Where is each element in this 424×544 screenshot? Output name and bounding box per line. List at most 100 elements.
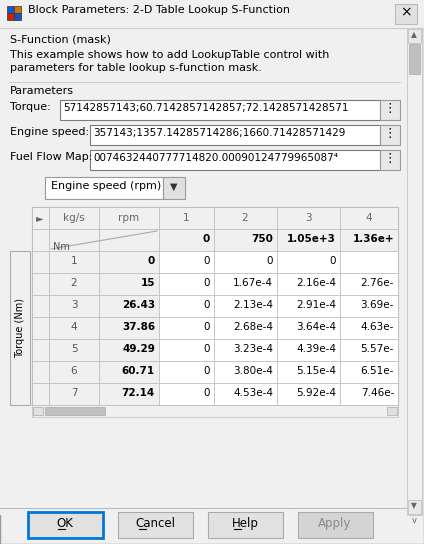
Text: Nm: Nm [53,242,70,252]
Text: Cancel: Cancel [135,517,175,530]
Bar [340,229,398,251]
Text: Parameters: Parameters [10,86,74,96]
Bar [99,273,159,295]
Bar [277,207,340,229]
Text: 0: 0 [267,256,273,266]
Bar [7,6,14,13]
Text: 72.14: 72.14 [122,388,155,398]
Text: 3.69e-: 3.69e- [361,300,394,310]
Text: 0: 0 [204,322,210,332]
Bar [49,317,99,339]
Bar [277,339,340,361]
Bar [214,295,277,317]
Bar [32,207,398,405]
Bar [32,295,49,317]
Text: 57142857143;60.7142857142857;72.1428571428571: 57142857143;60.7142857142857;72.14285714… [63,103,349,113]
Bar [159,229,214,251]
Bar [99,229,159,251]
Text: ►: ► [36,213,44,223]
Text: 4: 4 [71,322,77,332]
Bar [159,207,214,229]
Bar [408,500,421,514]
Bar [340,361,398,383]
Bar [90,125,380,145]
Bar [214,273,277,295]
Bar [208,512,283,538]
Text: 6: 6 [71,366,77,376]
Bar [32,339,49,361]
Text: 26.43: 26.43 [122,300,155,310]
Text: 3: 3 [71,300,77,310]
Bar [277,251,340,273]
Bar [380,125,400,145]
Bar [49,339,99,361]
Bar [159,251,214,273]
Text: 2.76e-: 2.76e- [361,278,394,288]
Bar [33,407,43,415]
Text: S-Function (mask): S-Function (mask) [10,34,111,44]
Text: 5.92e-4: 5.92e-4 [296,388,336,398]
Text: 0: 0 [204,366,210,376]
Bar [32,361,49,383]
Text: rpm: rpm [118,213,139,223]
Bar [214,383,277,405]
Text: Block Parameters: 2-D Table Lookup S-Function: Block Parameters: 2-D Table Lookup S-Fun… [28,5,290,15]
Bar [90,150,380,170]
Text: 750: 750 [251,234,273,244]
Bar [99,295,159,317]
Bar [395,4,417,24]
Text: 1.67e-4: 1.67e-4 [233,278,273,288]
Bar [49,383,99,405]
Text: 1: 1 [183,213,189,223]
Bar [277,361,340,383]
Bar [32,251,49,273]
Text: 15: 15 [140,278,155,288]
Text: 0: 0 [204,344,210,354]
Text: 1.36e+: 1.36e+ [352,234,394,244]
Text: 7: 7 [71,388,77,398]
Text: 0: 0 [329,256,336,266]
Bar [49,207,99,229]
Text: 4.63e-: 4.63e- [361,322,394,332]
Bar [159,317,214,339]
Text: This example shows how to add LookupTable control with: This example shows how to add LookupTabl… [10,50,329,60]
Bar [340,383,398,405]
Text: 6.51e-: 6.51e- [361,366,394,376]
Bar [49,251,99,273]
Text: Fuel Flow Map:: Fuel Flow Map: [10,152,92,162]
Text: ⋮: ⋮ [384,152,396,165]
Bar [0,0,424,28]
Text: 2.16e-4: 2.16e-4 [296,278,336,288]
Text: kg/s: kg/s [63,213,85,223]
Text: 3: 3 [305,213,311,223]
Bar [10,251,30,405]
Bar [277,383,340,405]
Bar [340,339,398,361]
Bar [214,251,277,273]
Bar [45,177,163,199]
Text: ⋮: ⋮ [384,102,396,115]
Bar [387,407,397,415]
Text: 3.23e-4: 3.23e-4 [233,344,273,354]
Text: 4: 4 [365,213,372,223]
Text: v: v [412,516,416,525]
Text: 2.91e-4: 2.91e-4 [296,300,336,310]
Bar [159,339,214,361]
Text: ⋮: ⋮ [384,127,396,140]
Bar [99,339,159,361]
Text: 2: 2 [71,278,77,288]
Text: ×: × [400,5,412,19]
Bar [277,229,340,251]
Bar [32,383,49,405]
Bar [90,150,380,170]
Bar [14,6,21,13]
Bar [7,13,14,20]
Text: ▼: ▼ [411,501,417,510]
Text: 3.64e-4: 3.64e-4 [296,322,336,332]
Bar [159,383,214,405]
Bar [60,100,380,120]
Text: 1.05e+3: 1.05e+3 [287,234,336,244]
Bar [298,512,373,538]
Bar [340,317,398,339]
Bar [49,361,99,383]
